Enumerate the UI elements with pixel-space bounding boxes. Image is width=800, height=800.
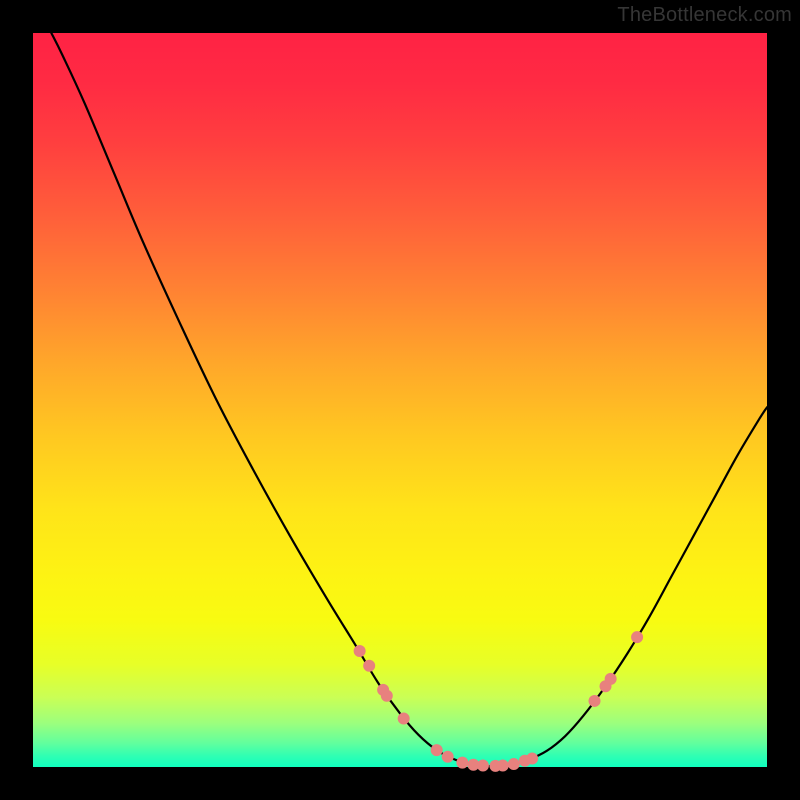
data-marker bbox=[508, 758, 520, 770]
data-marker bbox=[456, 757, 468, 769]
data-marker bbox=[526, 753, 538, 765]
watermark-text: TheBottleneck.com bbox=[617, 4, 792, 27]
curve-svg bbox=[33, 33, 767, 767]
plot-area bbox=[33, 33, 767, 767]
bottleneck-curve bbox=[51, 33, 767, 766]
data-marker bbox=[431, 744, 443, 756]
data-marker bbox=[442, 751, 454, 763]
data-marker bbox=[354, 645, 366, 657]
data-marker bbox=[381, 690, 393, 702]
data-marker bbox=[398, 713, 410, 725]
data-marker bbox=[363, 660, 375, 672]
data-marker bbox=[631, 631, 643, 643]
data-marker bbox=[477, 760, 489, 772]
marker-group bbox=[354, 631, 643, 772]
data-marker bbox=[589, 695, 601, 707]
data-marker bbox=[497, 760, 509, 772]
data-marker bbox=[605, 673, 617, 685]
